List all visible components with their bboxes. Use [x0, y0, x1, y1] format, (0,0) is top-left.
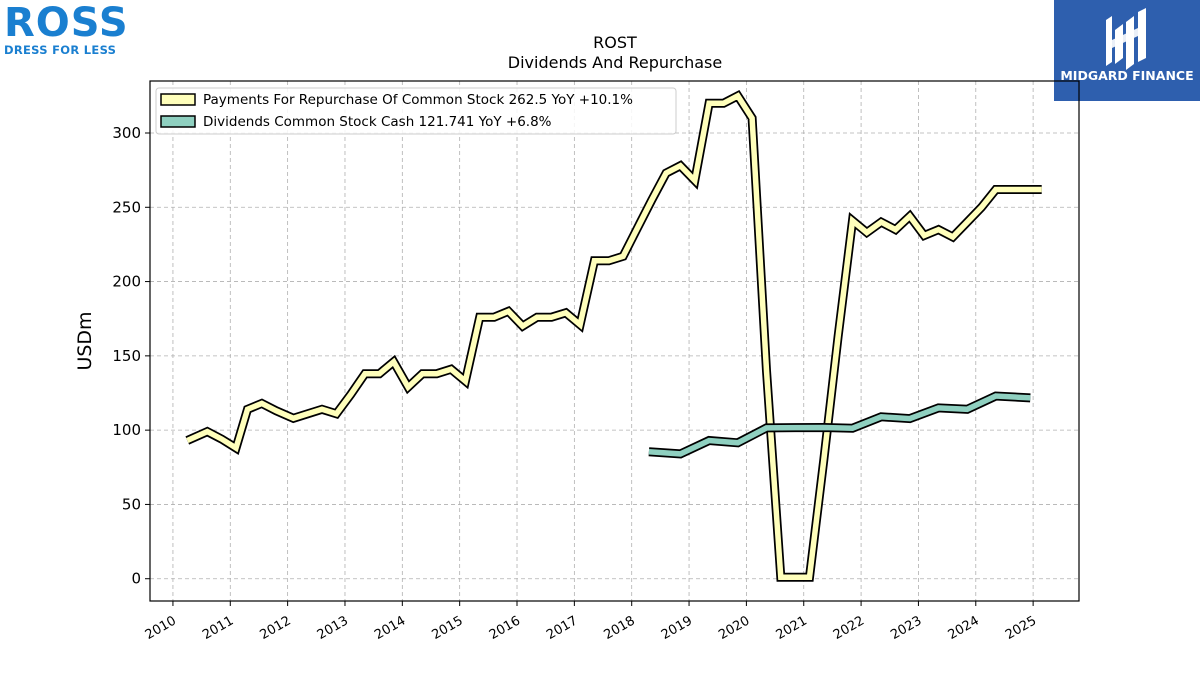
ross-logo: ROSS DRESS FOR LESS: [4, 0, 144, 58]
x-tick-label: 2018: [602, 613, 638, 643]
y-tick-label: 200: [112, 273, 141, 291]
x-tick-label: 2020: [716, 613, 752, 643]
midgard-finance-name: MIDGARD FINANCE: [1060, 68, 1194, 83]
x-tick-label: 2019: [659, 613, 695, 643]
series-lines: [185, 90, 1042, 582]
x-tick-label: 2013: [315, 613, 351, 643]
x-tick-label: 2024: [946, 613, 982, 643]
y-tick-label: 50: [122, 495, 141, 513]
x-axis-ticks: 2010 2011 2012 2013 2014 2015 2016 2017 2018 2019…: [143, 601, 1039, 643]
x-tick-label: 2022: [831, 613, 867, 643]
plot-frame: [149, 80, 1080, 602]
ross-tagline: DRESS FOR LESS: [4, 43, 117, 57]
x-tick-label: 2023: [888, 613, 924, 643]
x-tick-label: 2021: [774, 613, 810, 643]
legend-box: [155, 87, 677, 135]
x-tick-label: 2025: [1003, 613, 1039, 643]
x-tick-label: 2010: [143, 613, 179, 643]
x-tick-label: 2017: [544, 613, 580, 643]
legend-swatch-repurchase: [160, 93, 196, 106]
y-axis-label: USDm: [74, 311, 96, 370]
chart-subtitle: Dividends And Repurchase: [508, 53, 722, 72]
legend: Payments For Repurchase Of Common Stock …: [155, 87, 677, 135]
midgard-finance-emblem: [1054, 0, 1200, 101]
x-tick-label: 2014: [372, 613, 408, 643]
grid-lines: [150, 81, 1079, 601]
y-tick-label: 300: [112, 124, 141, 142]
legend-label-repurchase: Payments For Repurchase Of Common Stock …: [203, 92, 633, 108]
y-tick-label: 150: [112, 347, 141, 365]
ross-brand-text: ROSS: [4, 0, 129, 46]
x-tick-label: 2012: [257, 613, 293, 643]
series-line-dividends: [648, 393, 1031, 457]
y-tick-label: 100: [112, 421, 141, 439]
chart-title: ROST: [593, 33, 637, 52]
y-tick-label: 0: [131, 570, 141, 588]
legend-swatch-dividends: [160, 115, 196, 128]
x-tick-label: 2011: [200, 613, 236, 643]
midgard-finance-logo: MIDGARD FINANCE: [1054, 0, 1200, 101]
y-tick-label: 250: [112, 198, 141, 216]
x-tick-label: 2016: [487, 613, 523, 643]
series-outline-repurchase: [185, 90, 1042, 582]
y-axis-ticks: 0 50 100 150 200 250 300: [112, 124, 150, 588]
legend-label-dividends: Dividends Common Stock Cash 121.741 YoY …: [203, 114, 552, 130]
series-line-repurchase: [186, 92, 1042, 580]
x-tick-label: 2015: [430, 613, 466, 643]
